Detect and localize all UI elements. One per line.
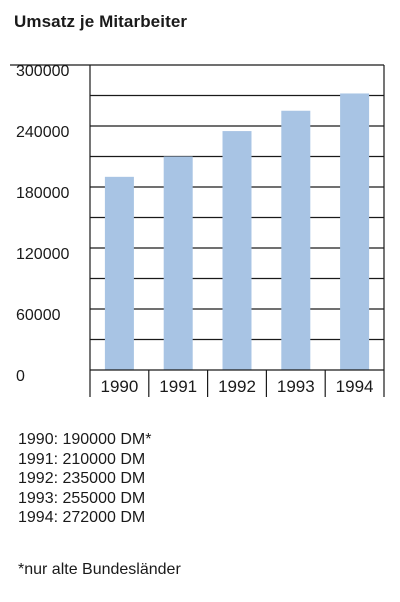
- bar-1991: [163, 156, 193, 370]
- y-tick-label: 0: [16, 368, 25, 385]
- x-tick-label-1990: 1990: [100, 377, 138, 396]
- x-tick-label-1993: 1993: [277, 377, 315, 396]
- value-line-1994: 1994: 272000 DM: [18, 509, 146, 526]
- bar-1993: [281, 110, 311, 370]
- value-line-1992: 1992: 235000 DM: [18, 470, 146, 487]
- value-list: 1990: 190000 DM* 1991: 210000 DM 1992: 2…: [18, 430, 151, 528]
- chart-frame: [89, 65, 385, 397]
- footnote: *nur alte Bundesländer: [18, 561, 181, 578]
- y-tick-label: 60000: [16, 307, 61, 324]
- value-line-1991: 1991: 210000 DM: [18, 450, 146, 468]
- x-tick-label-1994: 1994: [336, 377, 374, 396]
- x-tick-label-1991: 1991: [159, 377, 197, 396]
- y-tick-label: 240000: [16, 124, 69, 141]
- y-tick-label: 180000: [16, 185, 69, 202]
- x-tick-label-1992: 1992: [218, 377, 256, 396]
- grid-lines: [10, 64, 384, 341]
- value-line-1990: 1990: 190000 DM*: [18, 431, 152, 448]
- value-line-1993: 1993: 255000 DM: [18, 489, 146, 507]
- bars: [104, 93, 370, 370]
- bar-1990: [104, 176, 134, 370]
- y-tick-labels: 0 60000 120000 180000 240000 300000: [16, 63, 69, 385]
- x-tick-labels: 1990 1991 1992 1993 1994: [100, 377, 373, 396]
- bar-1992: [222, 131, 252, 370]
- bar-1994: [340, 93, 370, 370]
- chart-title: Umsatz je Mitarbeiter: [14, 12, 188, 31]
- y-tick-label: 120000: [16, 246, 69, 263]
- y-tick-label: 300000: [16, 63, 69, 80]
